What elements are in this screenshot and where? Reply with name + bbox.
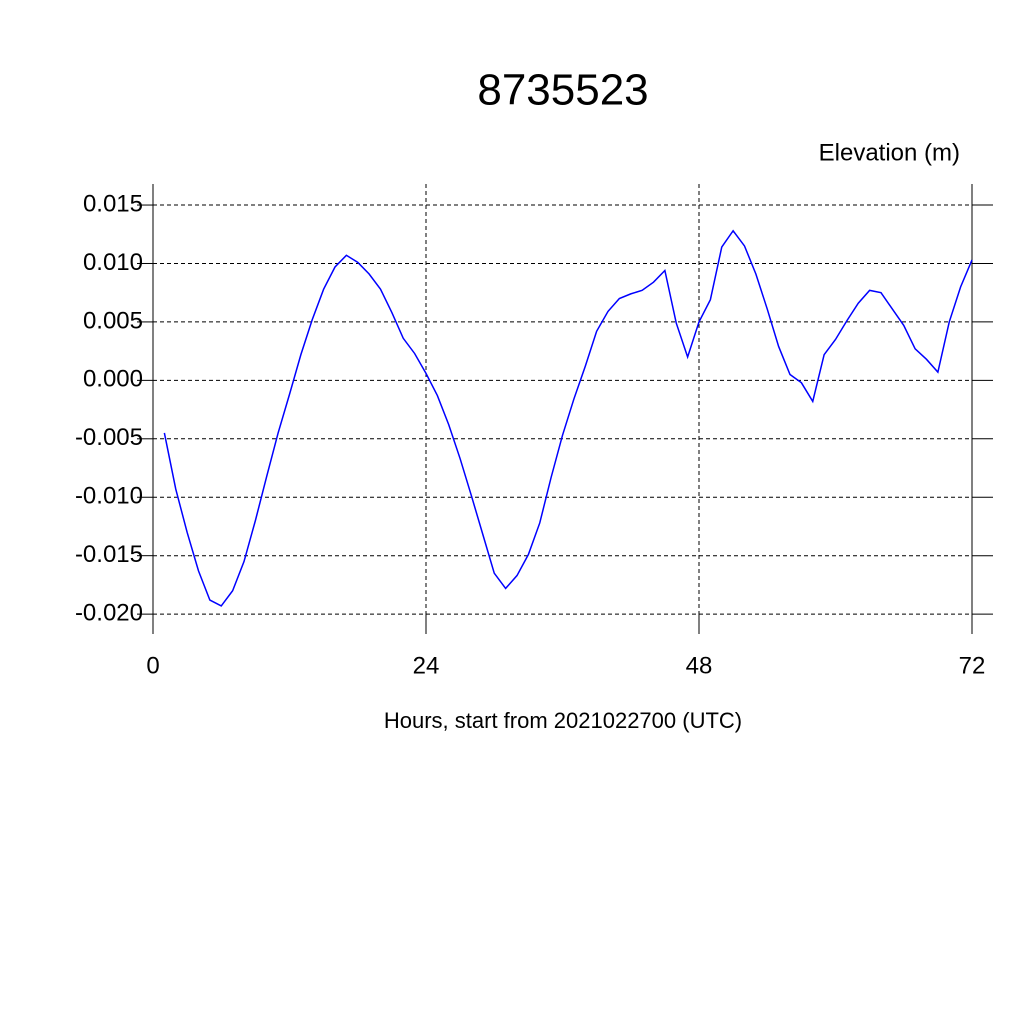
y-tick-label: -0.020 [75, 599, 143, 626]
y-tick-label: 0.000 [83, 366, 143, 393]
y-tick-label: -0.015 [75, 541, 143, 568]
x-tick-label: 48 [686, 652, 713, 679]
x-axis-label: Hours, start from 2021022700 (UTC) [384, 708, 742, 733]
chart-title: 8735523 [477, 66, 648, 115]
y-tick-label: 0.010 [83, 249, 143, 276]
data-line [163, 229, 973, 607]
y-tick-label: -0.005 [75, 424, 143, 451]
x-tick-label: 72 [959, 652, 986, 679]
x-tick-label: 0 [146, 652, 159, 679]
y-tick-label: 0.015 [83, 190, 143, 217]
x-tick-label: 24 [413, 652, 440, 679]
y-tick-label: -0.010 [75, 483, 143, 510]
y-tick-label: 0.005 [83, 307, 143, 334]
y-axis-label: Elevation (m) [819, 139, 960, 166]
